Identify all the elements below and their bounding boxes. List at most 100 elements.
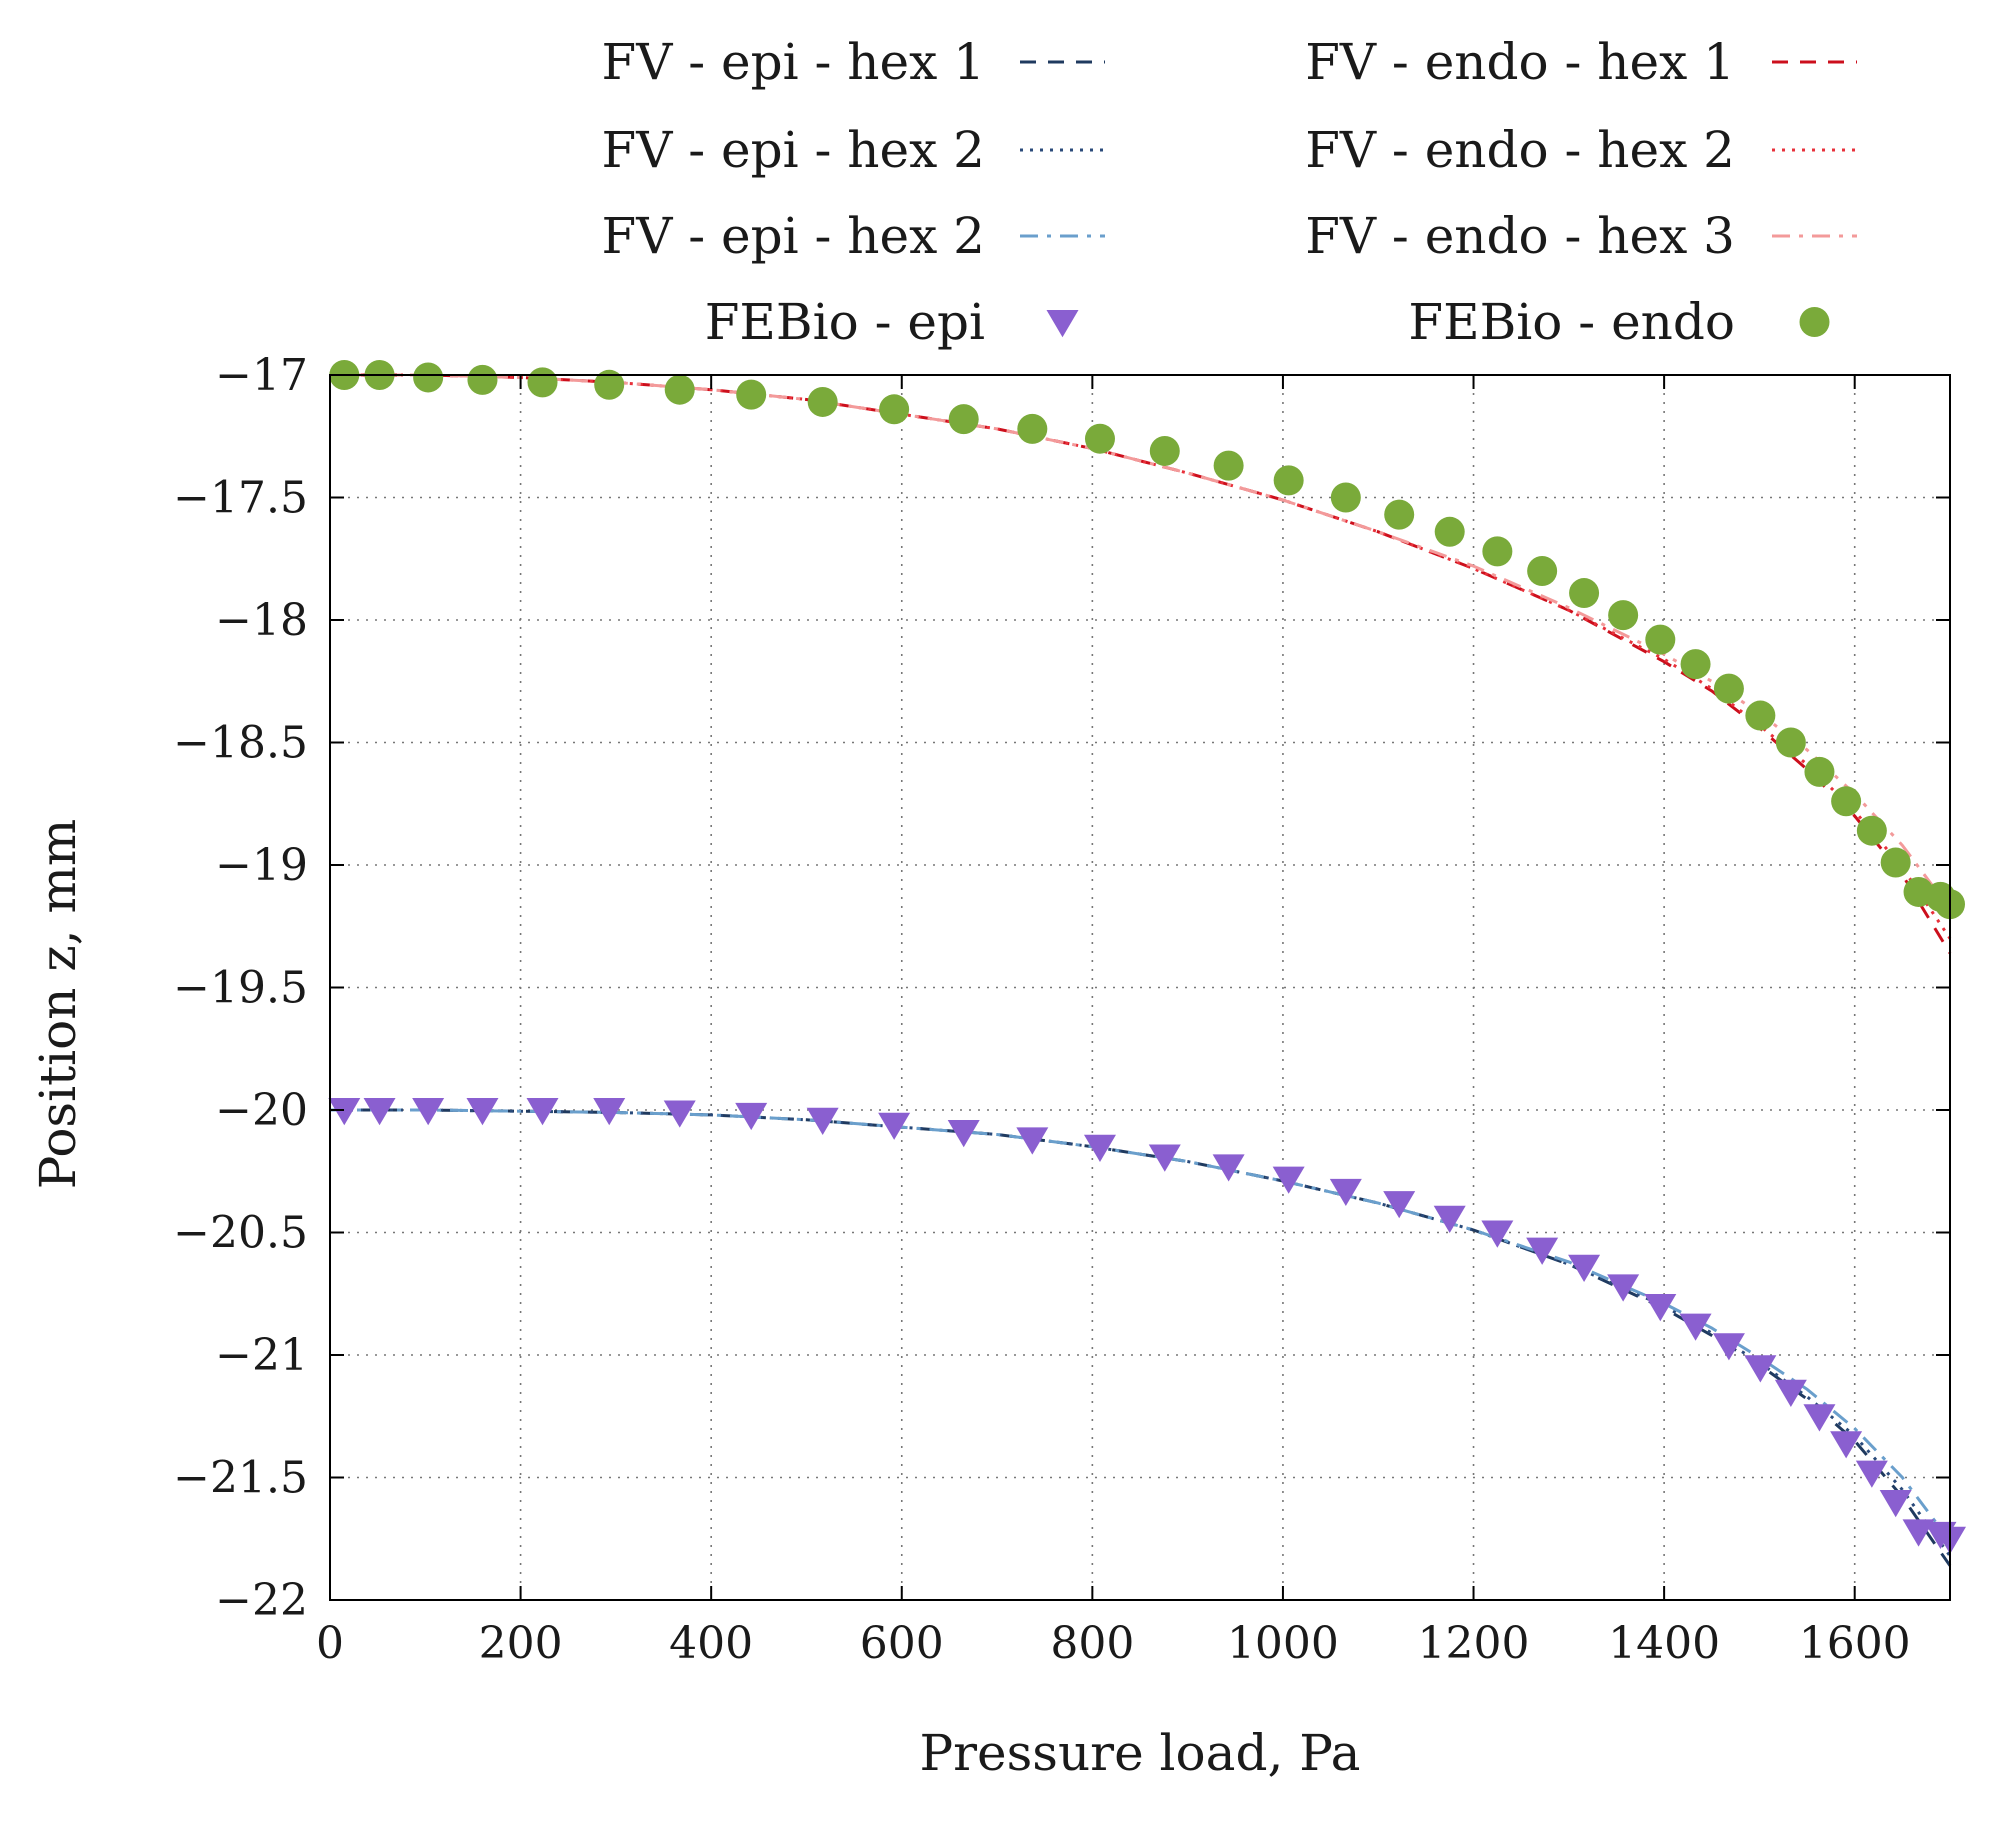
data-point	[1803, 1404, 1836, 1432]
legend-swatch	[1046, 310, 1079, 338]
data-point	[1569, 578, 1600, 609]
data-point	[413, 362, 444, 393]
data-point	[1017, 413, 1048, 444]
data-point	[1148, 1144, 1181, 1172]
data-point	[467, 364, 498, 395]
data-point	[1329, 1178, 1362, 1207]
data-point	[1433, 1205, 1466, 1233]
data-point	[1744, 1355, 1777, 1383]
x-tick-label: 400	[669, 1618, 753, 1669]
series-markers-3	[328, 1098, 1966, 1554]
data-point	[1831, 786, 1862, 817]
data-point	[735, 1102, 768, 1131]
legend-label: FV - endo - hex 2	[1305, 121, 1735, 179]
data-point	[593, 1098, 626, 1126]
data-point	[527, 367, 558, 398]
data-point	[1330, 482, 1361, 513]
data-point	[1083, 1134, 1116, 1162]
legend-label: FV - endo - hex 3	[1305, 207, 1735, 265]
data-point	[1774, 1379, 1807, 1407]
axis-ticks	[329, 374, 1950, 1601]
data-point	[879, 394, 910, 425]
data-point	[1902, 1519, 1935, 1547]
data-point	[1879, 1490, 1912, 1518]
y-axis-title: Position z, mm	[29, 819, 87, 1190]
legend-label: FEBio - endo	[1408, 293, 1735, 351]
data-point	[1481, 1220, 1514, 1248]
data-point	[1804, 756, 1835, 787]
data-point	[1830, 1431, 1863, 1459]
y-tick-labels: −17 −17.5 −18 −18.5 −19 −19.5 −20 −20.5 −21 −21.5…	[173, 350, 308, 1626]
data-point	[363, 1098, 396, 1126]
x-tick-label: 0	[316, 1618, 344, 1669]
data-point	[1855, 1460, 1888, 1488]
data-point	[1212, 1154, 1245, 1182]
legend-label: FEBio - epi	[705, 293, 985, 351]
data-point	[1713, 673, 1744, 704]
series-line-2	[330, 1108, 1952, 1543]
y-tick-label: −19	[215, 840, 308, 891]
x-tick-label: 800	[1050, 1618, 1134, 1669]
x-tick-label: 200	[479, 1618, 563, 1669]
data-point	[526, 1098, 559, 1126]
data-point	[1644, 1294, 1677, 1322]
series-layer	[330, 373, 1952, 1567]
data-point	[1775, 727, 1806, 758]
data-point	[1527, 556, 1558, 586]
markers-layer	[328, 360, 1966, 1554]
data-point	[807, 386, 838, 417]
legend-label: FV - endo - hex 1	[1305, 33, 1735, 91]
data-point	[1149, 435, 1180, 466]
data-point	[1645, 624, 1676, 655]
data-point	[466, 1098, 499, 1126]
grid	[329, 374, 1950, 1601]
data-point	[806, 1107, 839, 1135]
data-point	[1679, 1313, 1712, 1341]
data-point	[948, 404, 979, 435]
data-point	[1568, 1254, 1601, 1282]
data-point	[1434, 516, 1465, 547]
y-tick-label: −18	[215, 595, 308, 646]
series-line-0	[330, 1108, 1952, 1567]
data-point	[663, 1100, 696, 1128]
data-point	[1084, 423, 1115, 454]
data-point	[1016, 1127, 1049, 1155]
data-point	[1608, 600, 1639, 631]
data-point	[412, 1098, 445, 1126]
data-point	[1880, 847, 1911, 878]
x-tick-label: 1600	[1799, 1618, 1911, 1669]
legend: FV - epi - hex 1 FV - epi - hex 2 FV - epi…	[602, 33, 1857, 351]
y-tick-label: −22	[215, 1575, 308, 1626]
legend-swatch	[1799, 307, 1830, 337]
data-point	[1745, 700, 1776, 731]
y-tick-label: −21.5	[173, 1453, 308, 1504]
y-tick-label: −21	[215, 1330, 308, 1381]
y-tick-label: −20	[215, 1085, 308, 1136]
data-point	[1272, 1166, 1305, 1194]
y-tick-label: −17	[215, 350, 308, 401]
x-axis-title: Pressure load, Pa	[920, 1724, 1361, 1782]
data-point	[878, 1112, 911, 1140]
data-point	[1383, 1191, 1416, 1219]
data-point	[1526, 1237, 1559, 1265]
series-markers-7	[329, 360, 1965, 920]
data-point	[1273, 465, 1304, 496]
y-tick-label: −20.5	[173, 1208, 308, 1259]
data-point	[736, 379, 767, 410]
data-point	[1384, 499, 1415, 530]
data-point	[1856, 815, 1887, 846]
data-point	[1607, 1274, 1640, 1302]
legend-label: FV - epi - hex 2	[602, 207, 985, 265]
x-tick-label: 1400	[1608, 1618, 1720, 1669]
y-tick-label: −19.5	[173, 963, 308, 1014]
x-tick-label: 1200	[1418, 1618, 1530, 1669]
legend-label: FV - epi - hex 2	[602, 121, 985, 179]
data-point	[328, 1098, 361, 1126]
y-tick-label: −18.5	[173, 718, 308, 769]
y-tick-label: −17.5	[173, 473, 308, 524]
data-point	[1482, 536, 1513, 567]
data-point	[1680, 649, 1711, 680]
legend-label: FV - epi - hex 1	[602, 33, 985, 91]
x-tick-label: 1000	[1227, 1618, 1339, 1669]
